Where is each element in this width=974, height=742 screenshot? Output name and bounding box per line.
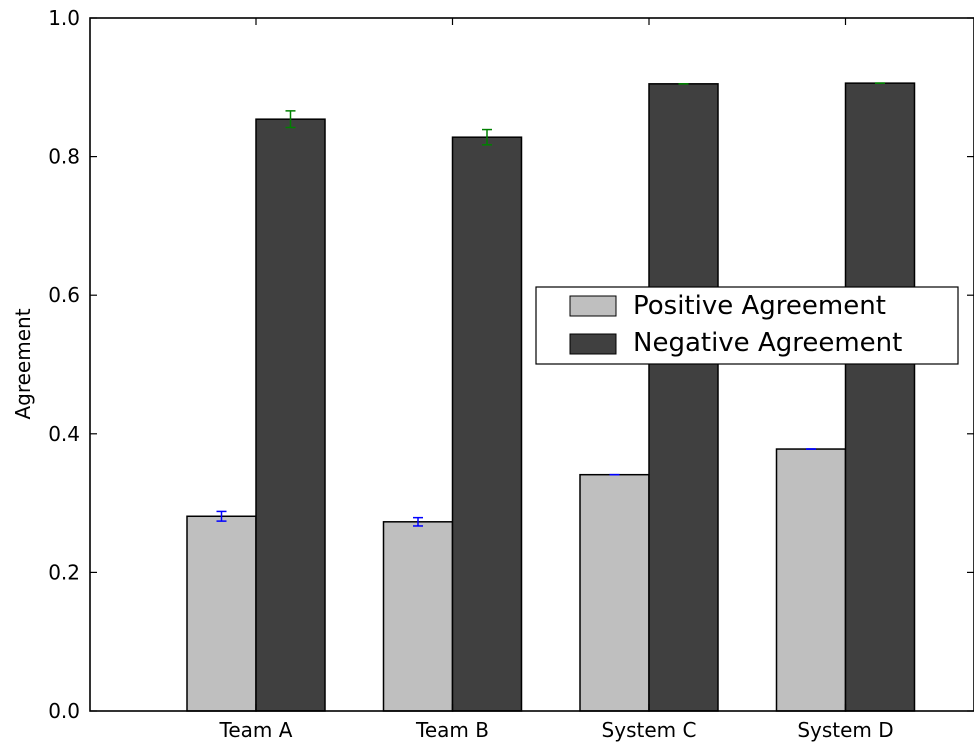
legend-label-negative-agreement: Negative Agreement (633, 328, 902, 358)
bar-positive-agreement-system-c (579, 473, 650, 712)
bar-negative-agreement-system-d (844, 82, 916, 712)
x-tick-label-system-c: System C (602, 718, 697, 742)
bar-positive-agreement-team-b (382, 521, 454, 712)
bar-negative-agreement-team-b (451, 136, 523, 712)
bars-layer (186, 82, 916, 712)
error-bar-negative-agreement-team-b (482, 128, 492, 146)
plot-frame (89, 17, 974, 712)
error-bar-negative-agreement-team-a (285, 110, 296, 129)
y-tick-label-1-0: 1.0 (48, 6, 80, 30)
error-bar-positive-agreement-team-b (413, 516, 423, 527)
x-tick-label-system-d: System D (797, 718, 893, 742)
y-tick-label-0-2: 0.2 (48, 560, 80, 584)
y-axis-title: Agreement (11, 308, 35, 419)
legend-swatch-positive-agreement (569, 295, 617, 317)
y-tick-label-0-8: 0.8 (48, 145, 80, 169)
error-bar-positive-agreement-team-a (216, 510, 227, 522)
x-tick-label-team-a: Team A (219, 718, 293, 742)
bar-negative-agreement-team-a (255, 118, 326, 712)
legend: Positive Agreement Negative Agreement (535, 286, 959, 365)
x-axis: Team A Team B System C System D (219, 18, 894, 742)
y-tick-label-0-6: 0.6 (48, 283, 80, 307)
bar-positive-agreement-team-a (186, 515, 257, 712)
legend-swatch-negative-agreement (569, 333, 617, 355)
y-tick-label-0-4: 0.4 (48, 422, 80, 446)
error-bars-layer (216, 82, 885, 527)
legend-label-positive-agreement: Positive Agreement (633, 291, 886, 321)
bar-positive-agreement-system-d (775, 448, 847, 712)
bar-negative-agreement-system-c (648, 83, 719, 712)
x-tick-label-team-b: Team B (415, 718, 489, 742)
y-axis: 0.0 0.2 0.4 0.6 0.8 1.0 (48, 6, 974, 723)
y-tick-label-0-0: 0.0 (48, 699, 80, 723)
